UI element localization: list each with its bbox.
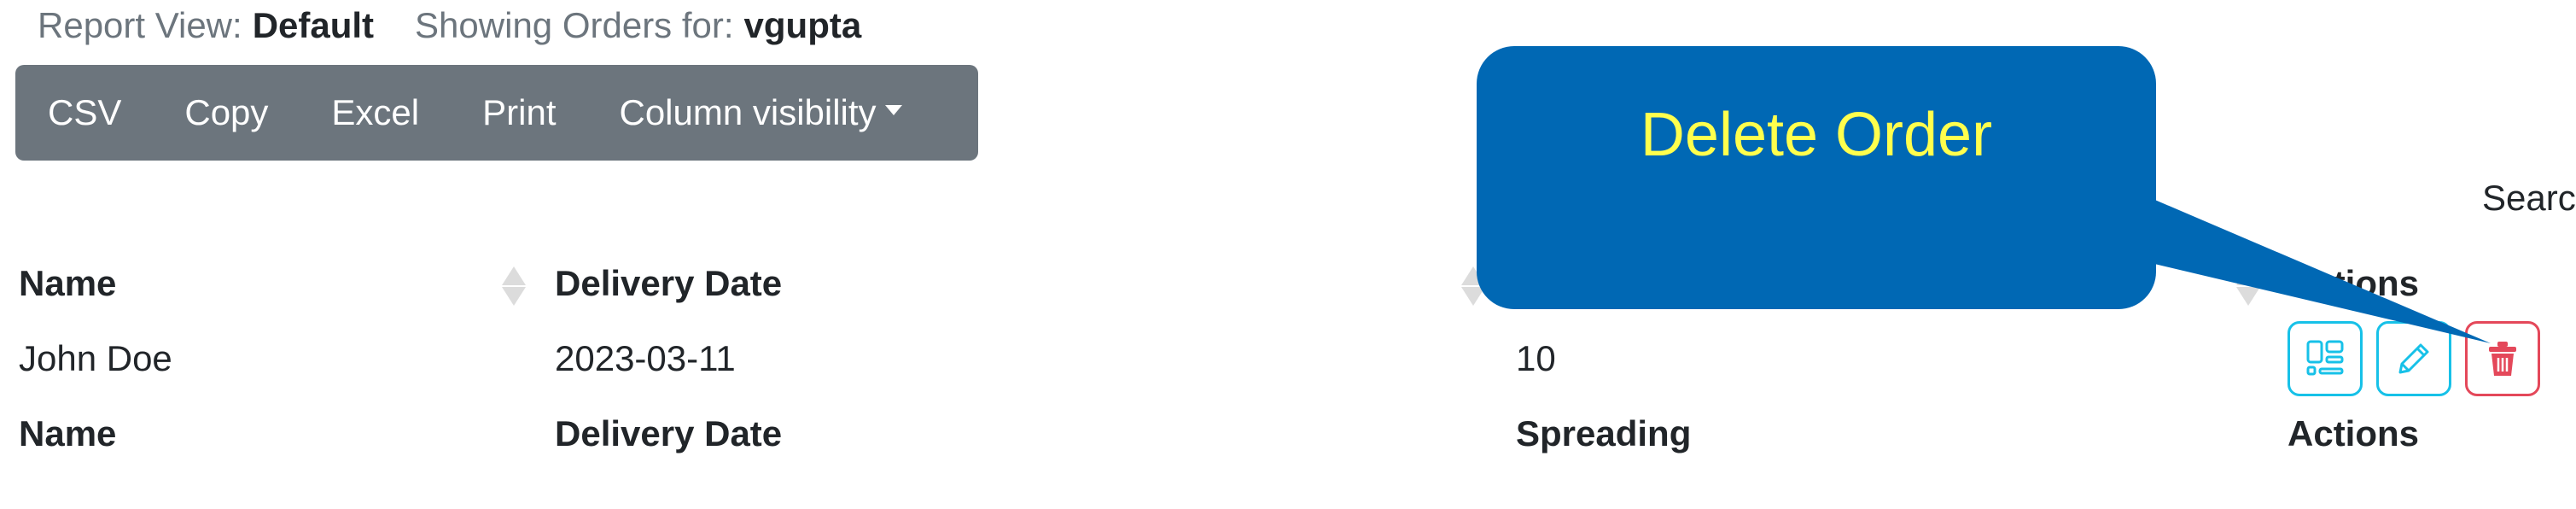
column-visibility-label: Column visibility bbox=[619, 92, 877, 132]
report-view-value: Default bbox=[252, 5, 375, 45]
footer-name: Name bbox=[19, 413, 117, 453]
footer-spreading: Spreading bbox=[1516, 413, 1692, 453]
pencil-icon bbox=[2398, 343, 2429, 374]
column-header-actions: Actions bbox=[2288, 263, 2420, 303]
edit-order-button[interactable] bbox=[2376, 321, 2451, 396]
export-toolbar: CSV Copy Excel Print Column visibility bbox=[15, 65, 978, 161]
trash-icon bbox=[2489, 342, 2516, 376]
footer-delivery-date: Delivery Date bbox=[555, 413, 783, 453]
callout-bubble: Delete Order bbox=[1477, 46, 2156, 309]
excel-button[interactable]: Excel bbox=[331, 92, 420, 132]
sort-icon[interactable] bbox=[502, 266, 526, 307]
copy-button[interactable]: Copy bbox=[184, 92, 269, 132]
report-info: Report View: Default Showing Orders for: vg… bbox=[38, 3, 861, 48]
sort-icon[interactable] bbox=[2236, 266, 2260, 307]
cell-name: John Doe bbox=[19, 338, 172, 378]
showing-orders-label: Showing Orders for: bbox=[415, 5, 734, 45]
layout-icon bbox=[2306, 340, 2344, 376]
csv-button[interactable]: CSV bbox=[48, 92, 122, 132]
print-button[interactable]: Print bbox=[482, 92, 557, 132]
view-order-button[interactable] bbox=[2288, 321, 2363, 396]
showing-orders-user: vgupta bbox=[743, 5, 862, 45]
caret-down-icon bbox=[884, 104, 902, 115]
column-header-name[interactable]: Name bbox=[19, 263, 117, 303]
cell-spreading: 10 bbox=[1516, 338, 1556, 378]
column-visibility-dropdown[interactable]: Column visibility bbox=[619, 92, 902, 133]
search-label: Search bbox=[2482, 178, 2576, 218]
callout-text: Delete Order bbox=[1640, 101, 1993, 169]
column-header-delivery-date[interactable]: Delivery Date bbox=[555, 263, 783, 303]
report-view-label: Report View: bbox=[38, 5, 242, 45]
footer-actions: Actions bbox=[2288, 413, 2420, 453]
cell-delivery-date: 2023-03-11 bbox=[555, 338, 736, 378]
delete-order-button[interactable] bbox=[2465, 321, 2540, 396]
